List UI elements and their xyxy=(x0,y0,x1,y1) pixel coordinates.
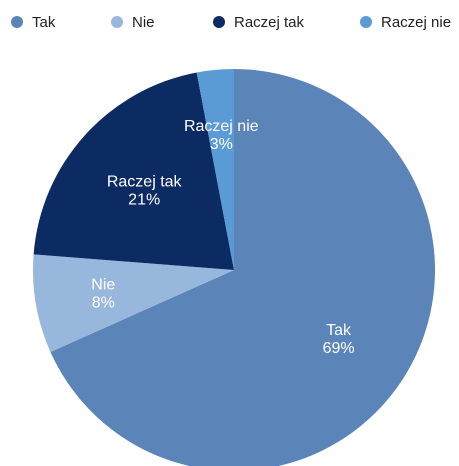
legend-swatch-tak xyxy=(11,16,23,28)
pie-slice-tak xyxy=(50,69,435,466)
slice-value-label-nie: 8% xyxy=(92,295,115,312)
legend-item-tak: Tak xyxy=(11,10,55,34)
slice-value-label-raczej-nie: 3% xyxy=(210,136,233,153)
legend-label-raczej-tak: Raczej tak xyxy=(234,13,305,31)
slice-name-label-raczej-tak: Raczej tak xyxy=(107,174,183,191)
legend-item-raczej-tak: Raczej tak xyxy=(213,10,304,34)
legend-label-raczej-nie: Raczej nie xyxy=(381,13,452,31)
chart-legend: Tak Nie Raczej tak Raczej nie xyxy=(0,10,459,34)
legend-label-tak: Tak xyxy=(32,13,56,31)
slice-value-label-tak: 69% xyxy=(323,340,355,357)
pie-slice-raczej-tak xyxy=(33,72,234,271)
slice-name-label-nie: Nie xyxy=(91,277,115,294)
slice-name-label-raczej-nie: Raczej nie xyxy=(184,118,259,135)
legend-swatch-raczej-tak xyxy=(213,16,225,28)
legend-swatch-nie xyxy=(111,16,123,28)
legend-label-nie: Nie xyxy=(132,13,155,31)
pie-slice-nie xyxy=(33,254,235,352)
legend-swatch-raczej-nie xyxy=(360,16,372,28)
legend-item-nie: Nie xyxy=(111,10,155,34)
legend-item-raczej-nie: Raczej nie xyxy=(360,10,451,34)
slice-value-label-raczej-tak: 21% xyxy=(128,192,160,209)
slice-name-label-tak: Tak xyxy=(326,322,352,339)
pie-slice-raczej-nie xyxy=(196,69,234,270)
